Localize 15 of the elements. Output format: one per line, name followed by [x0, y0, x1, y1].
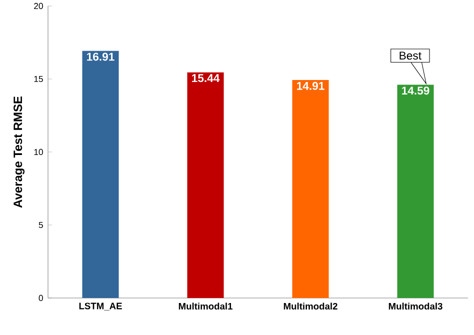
y-tick-label: 0 [38, 294, 43, 302]
x-tick-label: Multimodal1 [178, 302, 232, 310]
y-tick-label: 10 [34, 148, 43, 156]
x-tick-label: LSTM_AE [79, 302, 122, 310]
y-tick-label: 20 [34, 2, 43, 10]
data-label: 14.59 [402, 86, 430, 95]
x-tick-label: Multimodal3 [388, 302, 442, 310]
y-axis-title: Average Test RMSE [14, 96, 25, 208]
data-label: 15.44 [192, 74, 220, 82]
data-label: 14.91 [297, 82, 324, 90]
annotation: Best [400, 52, 422, 60]
y-tick-label: 5 [38, 222, 43, 228]
x-tick-label: Multimodal2 [284, 302, 338, 310]
y-tick-label: 15 [34, 76, 43, 82]
data-label: 16.91 [87, 52, 114, 61]
